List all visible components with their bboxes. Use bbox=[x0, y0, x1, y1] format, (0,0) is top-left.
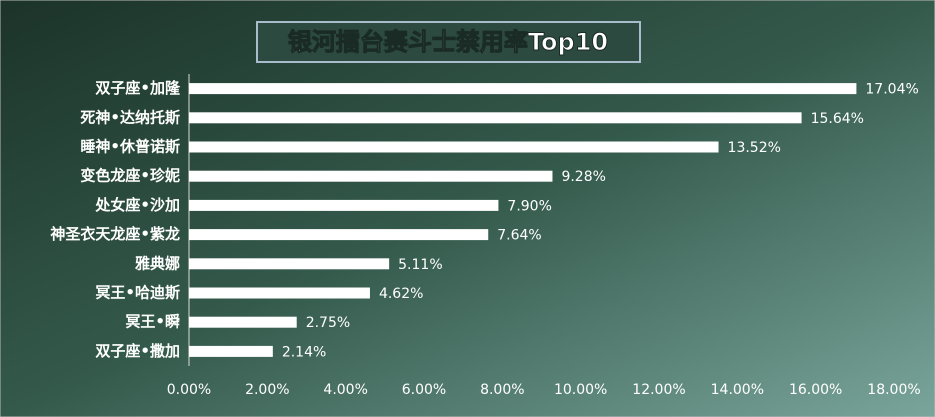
bar bbox=[189, 229, 489, 241]
bar bbox=[189, 199, 499, 211]
x-tick-label: 10.00% bbox=[554, 382, 607, 398]
value-label: 7.64% bbox=[497, 228, 541, 244]
x-tick-label: 16.00% bbox=[789, 382, 842, 398]
x-tick-label: 2.00% bbox=[245, 382, 289, 398]
bar bbox=[189, 83, 857, 95]
y-tick-label: 双子座•撒加 bbox=[95, 342, 180, 360]
value-label: 5.11% bbox=[398, 257, 442, 273]
bar bbox=[189, 141, 719, 153]
value-label: 2.75% bbox=[306, 315, 350, 331]
y-tick-label: 双子座•加隆 bbox=[95, 79, 181, 97]
y-tick-label: 睡神•休普诺斯 bbox=[80, 138, 180, 156]
y-tick-label: 雅典娜 bbox=[134, 254, 180, 272]
x-tick-label: 4.00% bbox=[323, 382, 367, 398]
y-tick-label: 死神•达纳托斯 bbox=[80, 108, 180, 126]
chart-title: 银河擂台赛斗士禁用率Top10 bbox=[288, 28, 608, 56]
bar bbox=[189, 345, 273, 357]
y-tick-label: 处女座•沙加 bbox=[94, 196, 180, 214]
bar bbox=[189, 258, 390, 270]
y-tick-label: 变色龙座•珍妮 bbox=[80, 167, 180, 185]
value-label: 13.52% bbox=[728, 140, 781, 156]
x-tick-label: 18.00% bbox=[867, 382, 920, 398]
y-tick-label: 冥王•瞬 bbox=[125, 313, 180, 331]
value-label: 9.28% bbox=[561, 169, 605, 185]
y-tick-label: 冥王•哈迪斯 bbox=[95, 284, 180, 302]
x-tick-label: 8.00% bbox=[480, 382, 524, 398]
bar bbox=[189, 170, 553, 182]
x-tick-label: 14.00% bbox=[711, 382, 764, 398]
title-box bbox=[256, 21, 641, 63]
bar bbox=[189, 287, 370, 299]
value-label: 7.90% bbox=[507, 198, 551, 214]
value-label: 15.64% bbox=[811, 111, 864, 127]
bar bbox=[189, 316, 297, 328]
y-tick-label: 神圣衣天龙座•紫龙 bbox=[50, 225, 180, 243]
x-tick-label: 12.00% bbox=[632, 382, 685, 398]
bar bbox=[189, 112, 802, 124]
x-tick-label: 0.00% bbox=[167, 382, 211, 398]
value-label: 4.62% bbox=[379, 286, 423, 302]
value-label: 17.04% bbox=[865, 82, 918, 98]
value-label: 2.14% bbox=[282, 344, 326, 360]
x-tick-label: 6.00% bbox=[402, 382, 446, 398]
